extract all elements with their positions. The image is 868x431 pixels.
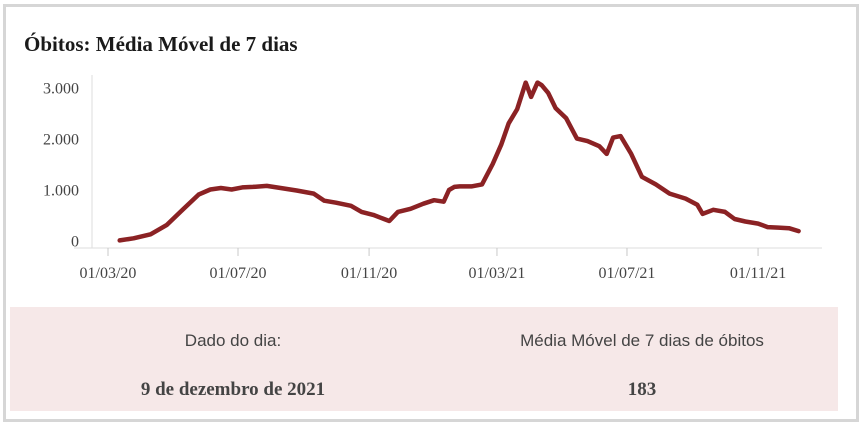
y-tick-label: 2.000 [43, 132, 79, 149]
x-tick-label: 01/03/21 [469, 265, 526, 282]
chart-title: Óbitos: Média Móvel de 7 dias [24, 32, 298, 56]
y-tick-label: 3.000 [43, 81, 79, 98]
x-tick-label: 01/11/21 [730, 265, 786, 282]
x-tick-label: 01/07/21 [599, 265, 656, 282]
info-panel: Dado do dia: 9 de dezembro de 2021 Média… [10, 307, 838, 411]
date-value: 9 de dezembro de 2021 [140, 379, 326, 400]
avg-label: Média Móvel de 7 dias de óbitos [520, 331, 764, 350]
avg-value: 183 [627, 379, 657, 400]
y-tick-label: 1.000 [43, 182, 79, 199]
x-tick-label: 01/03/20 [80, 265, 137, 282]
series-line [117, 80, 801, 243]
y-tick-label: 0 [71, 233, 79, 250]
date-label: Dado do dia: [184, 331, 282, 350]
x-tick-label: 01/11/20 [341, 265, 397, 282]
x-tick-label: 01/07/20 [210, 265, 267, 282]
